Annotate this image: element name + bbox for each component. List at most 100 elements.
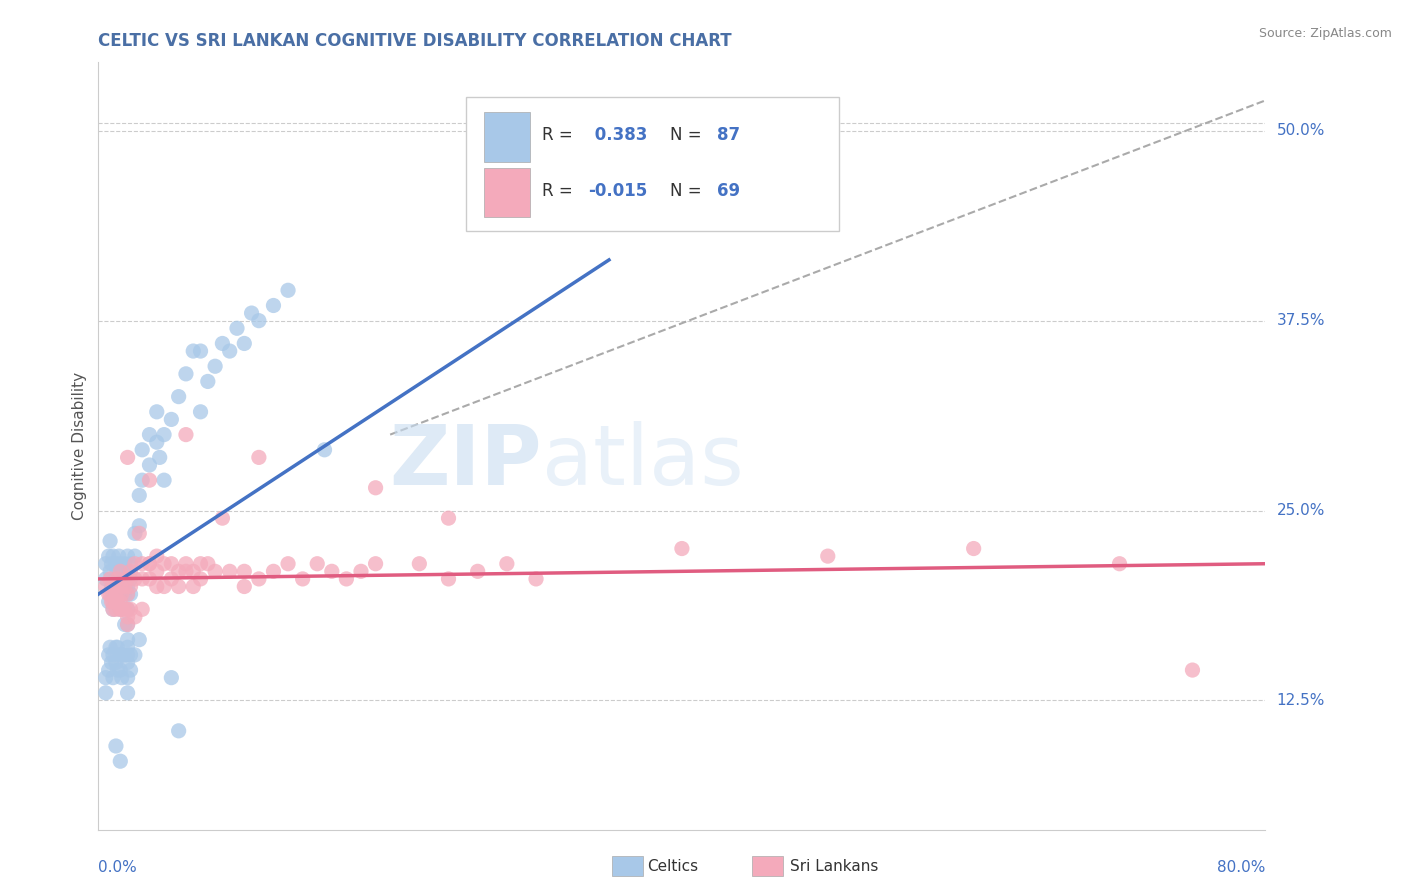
Text: 50.0%: 50.0% xyxy=(1277,123,1324,138)
Point xyxy=(98,587,121,601)
Point xyxy=(247,572,270,586)
Point xyxy=(233,580,256,594)
Point xyxy=(247,450,270,465)
Point xyxy=(128,526,150,541)
Text: N =: N = xyxy=(671,182,707,201)
Point xyxy=(120,580,142,594)
Point xyxy=(160,572,183,586)
Point xyxy=(124,610,146,624)
Point xyxy=(98,640,121,655)
Text: ZIP: ZIP xyxy=(389,421,541,502)
Point xyxy=(817,549,839,563)
Text: 87: 87 xyxy=(717,127,740,145)
Point xyxy=(117,648,139,662)
Point xyxy=(671,541,693,556)
Point xyxy=(117,610,139,624)
Point xyxy=(108,580,131,594)
FancyBboxPatch shape xyxy=(484,168,530,218)
Point xyxy=(167,580,190,594)
Text: Sri Lankans: Sri Lankans xyxy=(790,859,879,873)
Point xyxy=(160,412,183,426)
Point xyxy=(117,602,139,616)
Point xyxy=(138,572,160,586)
Point xyxy=(105,595,128,609)
Point xyxy=(105,564,128,578)
Point xyxy=(97,587,120,601)
Point xyxy=(110,557,132,571)
Point xyxy=(114,648,136,662)
Point xyxy=(114,557,136,571)
Point xyxy=(104,580,127,594)
Point xyxy=(496,557,519,571)
Point xyxy=(364,557,387,571)
Point xyxy=(117,549,139,563)
Point xyxy=(233,336,256,351)
Point xyxy=(117,450,139,465)
Point xyxy=(100,557,122,571)
Point xyxy=(104,557,127,571)
Point xyxy=(128,488,150,502)
Text: 69: 69 xyxy=(717,182,740,201)
Point xyxy=(117,617,139,632)
Point xyxy=(291,572,314,586)
Point xyxy=(408,557,430,571)
Point xyxy=(101,580,124,594)
Point xyxy=(167,564,190,578)
Point xyxy=(146,549,169,563)
Text: R =: R = xyxy=(541,127,578,145)
Point xyxy=(110,580,132,594)
Point xyxy=(120,564,142,578)
Point xyxy=(114,587,136,601)
Point xyxy=(181,344,204,359)
Point xyxy=(120,663,142,677)
Text: 80.0%: 80.0% xyxy=(1218,860,1265,875)
Point xyxy=(104,587,127,601)
Point xyxy=(111,587,134,601)
Point xyxy=(101,580,124,594)
Point xyxy=(321,564,343,578)
Point xyxy=(190,557,212,571)
Point xyxy=(108,549,131,563)
Point xyxy=(94,572,117,586)
Text: R =: R = xyxy=(541,182,578,201)
Point xyxy=(262,564,284,578)
Point xyxy=(124,526,146,541)
Point xyxy=(167,723,190,738)
FancyBboxPatch shape xyxy=(465,97,839,231)
Point xyxy=(105,663,128,677)
Point xyxy=(110,595,132,609)
Point xyxy=(117,640,139,655)
Point xyxy=(114,617,136,632)
Point xyxy=(101,648,124,662)
Point xyxy=(104,572,127,586)
Point xyxy=(174,367,197,381)
Point xyxy=(98,572,121,586)
Point xyxy=(104,640,127,655)
Text: atlas: atlas xyxy=(541,421,744,502)
Point xyxy=(111,580,134,594)
Point xyxy=(524,572,547,586)
Point xyxy=(117,671,139,685)
Point xyxy=(124,572,146,586)
Point xyxy=(174,564,197,578)
Point xyxy=(128,632,150,647)
Point xyxy=(211,336,233,351)
Point xyxy=(226,321,249,335)
Y-axis label: Cognitive Disability: Cognitive Disability xyxy=(72,372,87,520)
Point xyxy=(190,344,212,359)
Point xyxy=(120,557,142,571)
Point xyxy=(218,564,240,578)
Point xyxy=(167,390,190,404)
Point xyxy=(104,739,127,753)
Point xyxy=(111,602,134,616)
Point xyxy=(197,375,219,389)
Text: Source: ZipAtlas.com: Source: ZipAtlas.com xyxy=(1258,27,1392,40)
Point xyxy=(111,648,134,662)
Point xyxy=(117,580,139,594)
Point xyxy=(160,557,183,571)
Point xyxy=(146,564,169,578)
Point xyxy=(100,595,122,609)
Point xyxy=(204,564,226,578)
Point xyxy=(117,587,139,601)
Point xyxy=(138,473,160,487)
